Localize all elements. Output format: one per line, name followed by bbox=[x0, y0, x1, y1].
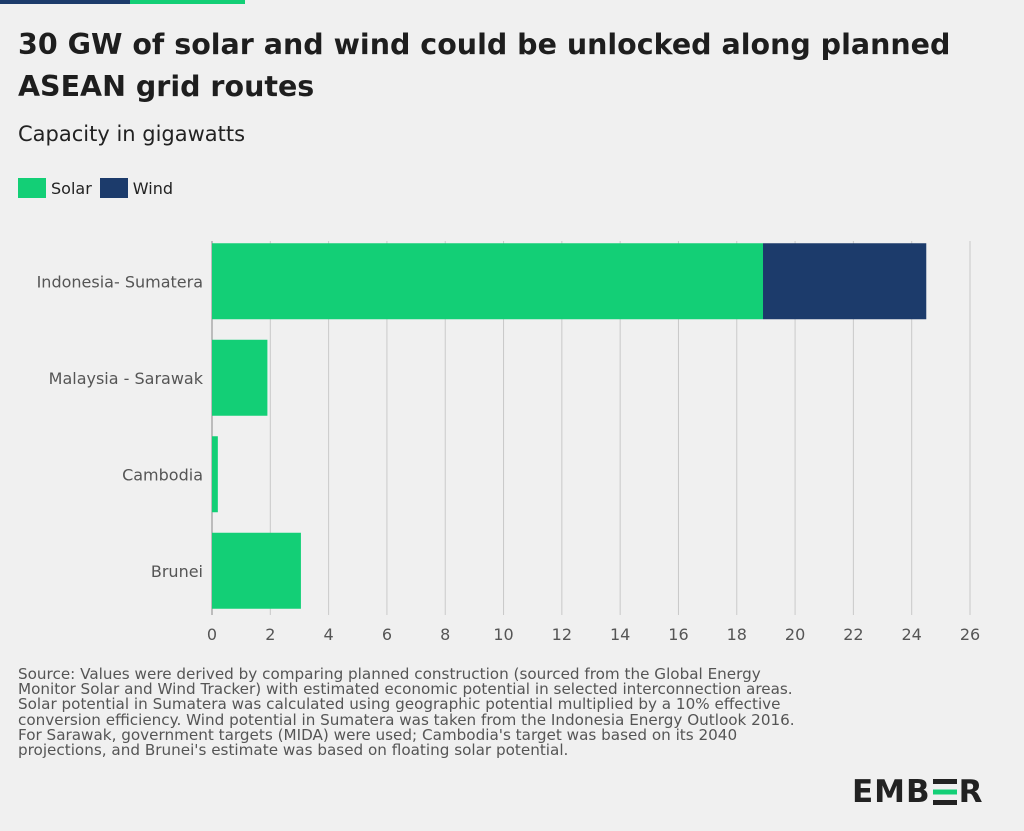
x-tick-label-0: 0 bbox=[207, 625, 217, 644]
x-tick-label-8: 8 bbox=[440, 625, 450, 644]
legend-swatch-solar bbox=[18, 178, 46, 198]
chart-subtitle: Capacity in gigawatts bbox=[18, 122, 246, 146]
bar-solar-0 bbox=[212, 243, 764, 320]
x-tick-label-20: 20 bbox=[785, 625, 805, 644]
logo-text-right: R bbox=[958, 774, 984, 810]
x-tick-label-4: 4 bbox=[324, 625, 334, 644]
bar-solar-2 bbox=[212, 436, 218, 513]
ember-logo: EMB R bbox=[852, 772, 984, 812]
legend-item-solar: Solar bbox=[18, 178, 92, 198]
source-line-1: Source: Values were derived by comparing… bbox=[18, 665, 793, 699]
bar-solar-3 bbox=[212, 532, 301, 609]
legend-item-wind: Wind bbox=[99, 178, 173, 198]
x-tick-label-24: 24 bbox=[902, 625, 922, 644]
ember-e-icon bbox=[932, 779, 957, 805]
top-accent-dark bbox=[0, 0, 130, 4]
x-tick-label-18: 18 bbox=[727, 625, 747, 644]
category-label-2: Cambodia bbox=[122, 465, 203, 484]
legend-label-solar: Solar bbox=[51, 178, 92, 198]
source-line-2: Solar potential in Sumatera was calculat… bbox=[18, 695, 795, 760]
x-tick-label-26: 26 bbox=[960, 625, 980, 644]
legend-swatch-wind bbox=[99, 178, 128, 198]
x-tick-label-16: 16 bbox=[668, 625, 688, 644]
category-label-1: Malaysia - Sarawak bbox=[49, 369, 204, 388]
x-tick-label-14: 14 bbox=[610, 625, 630, 644]
legend: Solar Wind bbox=[18, 176, 181, 200]
x-tick-label-10: 10 bbox=[493, 625, 513, 644]
bar-wind-0 bbox=[763, 243, 927, 320]
x-tick-label-22: 22 bbox=[843, 625, 863, 644]
chart-title: 30 GW of solar and wind could be unlocke… bbox=[18, 28, 951, 103]
x-tick-label-6: 6 bbox=[382, 625, 392, 644]
x-tick-label-2: 2 bbox=[265, 625, 275, 644]
x-tick-label-12: 12 bbox=[552, 625, 572, 644]
bar-solar-1 bbox=[212, 339, 268, 416]
legend-label-wind: Wind bbox=[132, 178, 173, 198]
source-note: Source: Values were derived by comparing… bbox=[18, 665, 818, 760]
category-label-0: Indonesia- Sumatera bbox=[37, 272, 203, 291]
top-accent-green bbox=[130, 0, 245, 4]
logo-text-left: EMB bbox=[852, 774, 931, 810]
category-label-3: Brunei bbox=[151, 562, 203, 581]
top-accent-bar bbox=[0, 0, 245, 4]
